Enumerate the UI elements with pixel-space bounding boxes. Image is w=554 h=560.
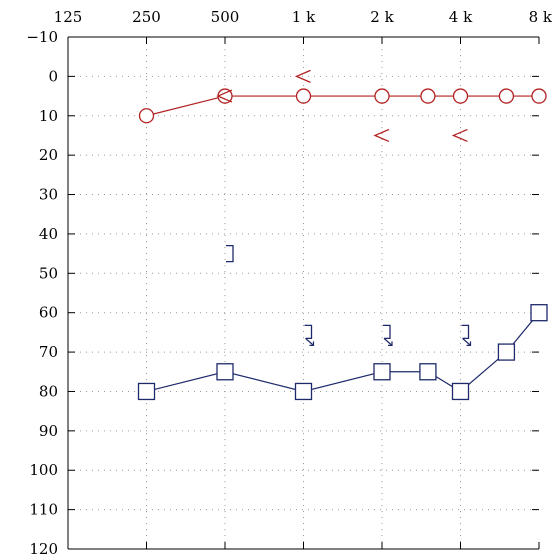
x-tick-label: 125 xyxy=(54,8,83,26)
less-than-marker xyxy=(451,128,468,143)
right-bracket-arrow-marker xyxy=(383,324,391,340)
no-response-arrowhead xyxy=(309,341,315,346)
no-response-arrow xyxy=(383,337,393,346)
circle-marker xyxy=(420,88,436,104)
circle-marker xyxy=(295,88,312,104)
circle-marker xyxy=(531,88,547,104)
circle-marker xyxy=(498,88,515,104)
y-tick-label: 20 xyxy=(39,146,58,164)
y-tick-label: 60 xyxy=(39,304,58,322)
right-bracket-marker xyxy=(226,244,234,263)
y-tick-label: 0 xyxy=(48,67,58,85)
square-marker xyxy=(451,382,470,401)
square-marker xyxy=(530,304,548,322)
y-tick-label: 40 xyxy=(39,225,58,243)
series-right-bracket-arrow xyxy=(304,324,472,346)
x-tick-labels: 125 250 500 1 k 2 k 4 k 8 k xyxy=(54,8,553,26)
circle-marker xyxy=(138,108,155,124)
y-tick-label: −10 xyxy=(26,28,58,46)
x-tick-label: 8 k xyxy=(529,8,553,26)
grid-lines xyxy=(68,37,539,549)
no-response-arrowhead xyxy=(466,341,472,346)
circle-marker xyxy=(374,88,390,104)
less-than-marker xyxy=(373,128,390,143)
y-tick-label: 10 xyxy=(39,107,58,125)
no-response-arrow xyxy=(462,337,471,346)
series-right-bracket xyxy=(226,244,234,263)
x-tick-label: 1 k xyxy=(292,8,316,26)
x-tick-label: 2 k xyxy=(370,8,394,26)
square-marker xyxy=(137,382,156,401)
square-marker xyxy=(294,382,313,401)
y-tick-label: 70 xyxy=(39,343,58,361)
less-than-marker xyxy=(294,69,311,83)
no-response-arrowhead xyxy=(388,341,393,346)
series-less-than xyxy=(216,69,468,143)
series-square xyxy=(137,304,548,401)
square-marker xyxy=(419,363,437,381)
y-tick-labels: −10 0 10 20 30 40 50 60 70 80 90 100 110 120 xyxy=(26,28,58,558)
square-marker xyxy=(497,343,516,361)
x-tick-label: 250 xyxy=(132,8,161,26)
right-bracket-arrow-marker xyxy=(304,324,313,340)
less-than-marker xyxy=(216,89,233,103)
y-tick-label: 100 xyxy=(29,461,58,479)
square-marker xyxy=(216,363,234,381)
series-line xyxy=(146,312,540,393)
y-tick-label: 90 xyxy=(39,422,58,440)
no-response-arrow xyxy=(305,337,314,346)
series-circle xyxy=(138,88,547,124)
y-tick-label: 110 xyxy=(29,501,58,519)
series-line xyxy=(146,95,539,117)
circle-marker xyxy=(452,88,469,104)
x-tick-label: 4 k xyxy=(449,8,473,26)
y-tick-label: 120 xyxy=(29,540,58,558)
data-series xyxy=(137,69,548,401)
y-tick-label: 50 xyxy=(39,264,58,282)
y-tick-label: 80 xyxy=(39,382,58,400)
plot-axes xyxy=(67,36,540,550)
x-tick-label: 500 xyxy=(211,8,240,26)
square-marker xyxy=(373,363,391,381)
y-tick-label: 30 xyxy=(39,186,58,204)
right-bracket-arrow-marker xyxy=(461,324,470,340)
